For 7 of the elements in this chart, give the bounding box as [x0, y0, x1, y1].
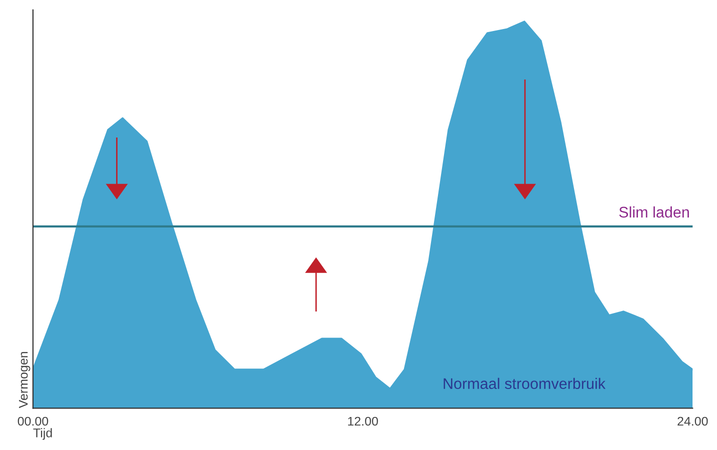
y-axis-title: Vermogen — [19, 352, 30, 408]
ref-line-label: Slim laden — [619, 206, 689, 218]
series-label: Normaal stroomverbruik — [444, 378, 606, 390]
x-tick-label: 00.00 — [18, 416, 48, 426]
x-axis-title: Tijd — [33, 428, 52, 440]
x-tick-label: 12.00 — [348, 416, 378, 426]
x-tick-label: 24.00 — [678, 416, 708, 426]
